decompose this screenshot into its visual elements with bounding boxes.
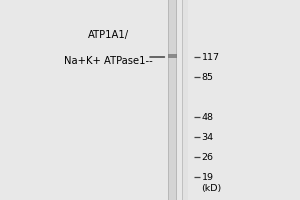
Text: (kD): (kD)	[202, 184, 222, 194]
Text: 34: 34	[202, 132, 214, 142]
Text: 26: 26	[202, 152, 214, 162]
Bar	[168, 0, 177, 200]
Text: 117: 117	[202, 52, 220, 62]
Text: ATP1A1/: ATP1A1/	[87, 30, 129, 40]
Bar	[169, 0, 176, 200]
Bar	[182, 0, 188, 200]
Text: Na+K+ ATPase1--: Na+K+ ATPase1--	[64, 56, 152, 66]
Text: 85: 85	[202, 72, 214, 82]
Bar	[168, 54, 177, 58]
Text: 19: 19	[202, 172, 214, 182]
Text: 48: 48	[202, 112, 214, 121]
Bar	[183, 0, 188, 200]
